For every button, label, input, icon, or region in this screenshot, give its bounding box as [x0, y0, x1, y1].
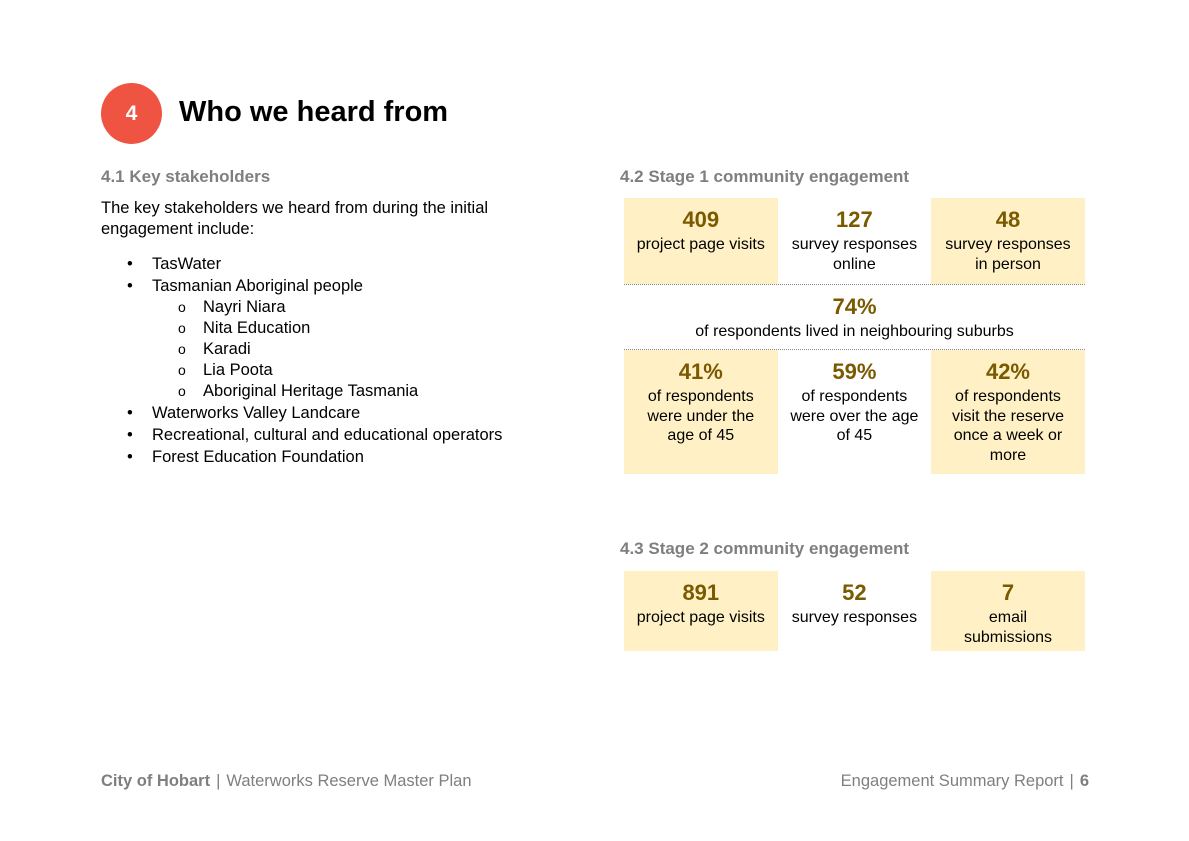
footer-project: Waterworks Reserve Master Plan: [226, 772, 472, 790]
list-item: Lia Poota: [127, 360, 502, 381]
stat-value: 59%: [832, 359, 877, 384]
stat-cell: 42% of respondents visit the reserve onc…: [931, 350, 1085, 474]
stat-label: of respondents were over the age of 45: [790, 388, 919, 444]
footer-separator: |: [216, 772, 221, 790]
stat-cell: 59% of respondents were over the age of …: [778, 350, 932, 474]
stat-label: project page visits: [636, 609, 765, 626]
list-item: TasWater: [127, 253, 502, 275]
stat-value: 409: [682, 207, 720, 232]
page-number: 6: [1079, 772, 1089, 790]
stat-label: survey responses online: [791, 236, 918, 273]
stat-cell: 127 survey responses online: [778, 198, 932, 284]
stat-value: 42%: [985, 359, 1030, 384]
section-number: 4: [125, 101, 138, 125]
list-item: Aboriginal Heritage Tasmania: [127, 381, 502, 402]
footer-report: Engagement Summary Report: [840, 772, 1064, 790]
stat-label: email submissions: [963, 609, 1052, 646]
stakeholder-list: TasWater Tasmanian Aboriginal people Nay…: [127, 253, 502, 468]
list-item: Nita Education: [127, 318, 502, 339]
stat-label: project page visits: [636, 236, 765, 253]
stat-label: of respondents visit the reserve once a …: [951, 388, 1064, 464]
stat-value: 52: [842, 580, 867, 605]
stage1-row-2: 41% of respondents were under the age of…: [624, 350, 1085, 474]
list-item: Nayri Niara: [127, 297, 502, 318]
stat-label: of respondents lived in neighbouring sub…: [695, 323, 1014, 340]
stat-value: 41%: [678, 359, 723, 384]
footer-org: City of Hobart: [101, 772, 211, 790]
stage1-row-1: 409 project page visits 127 survey respo…: [624, 198, 1085, 284]
stat-value: 7: [1001, 580, 1015, 605]
stat-cell: 409 project page visits: [624, 198, 778, 284]
stat-cell: 48 survey responses in person: [931, 198, 1085, 284]
list-item: Forest Education Foundation: [127, 446, 502, 468]
stage2-heading: 4.3 Stage 2 community engagement: [620, 539, 910, 558]
stage1-heading: 4.2 Stage 1 community engagement: [620, 167, 910, 186]
stat-value: 891: [682, 580, 720, 605]
stat-value: 127: [836, 207, 873, 232]
stat-label: survey responses in person: [945, 236, 1071, 273]
stat-cell: 7 email submissions: [931, 571, 1085, 651]
footer-right: Engagement Summary Report | 6: [841, 772, 1089, 791]
stakeholders-heading: 4.1 Key stakeholders: [101, 167, 271, 186]
stat-cell: 41% of respondents were under the age of…: [624, 350, 778, 474]
stat-label: of respondents were under the age of 45: [647, 388, 755, 444]
list-item: Tasmanian Aboriginal people: [127, 275, 502, 297]
stat-cell: 52 survey responses: [778, 571, 932, 651]
list-item: Waterworks Valley Landcare: [127, 402, 502, 424]
stat-cell-full: 74% of respondents lived in neighbouring…: [624, 284, 1085, 350]
list-item: Recreational, cultural and educational o…: [127, 424, 502, 446]
page-title: Who we heard from: [179, 96, 449, 128]
section-number-badge: 4: [101, 83, 162, 144]
stat-cell: 891 project page visits: [624, 571, 778, 651]
stat-label: survey responses: [791, 609, 918, 626]
footer-left: City of Hobart | Waterworks Reserve Master…: [101, 772, 472, 791]
stakeholders-intro: The key stakeholders we heard from durin…: [101, 199, 489, 238]
list-item: Karadi: [127, 339, 502, 360]
stage1-stats: 409 project page visits 127 survey respo…: [624, 198, 1085, 474]
stage2-row: 891 project page visits 52 survey respon…: [624, 571, 1085, 651]
stat-value: 48: [995, 207, 1021, 232]
footer-separator: |: [1069, 772, 1074, 790]
stage2-stats: 891 project page visits 52 survey respon…: [624, 571, 1085, 651]
stat-value: 74%: [832, 294, 877, 319]
